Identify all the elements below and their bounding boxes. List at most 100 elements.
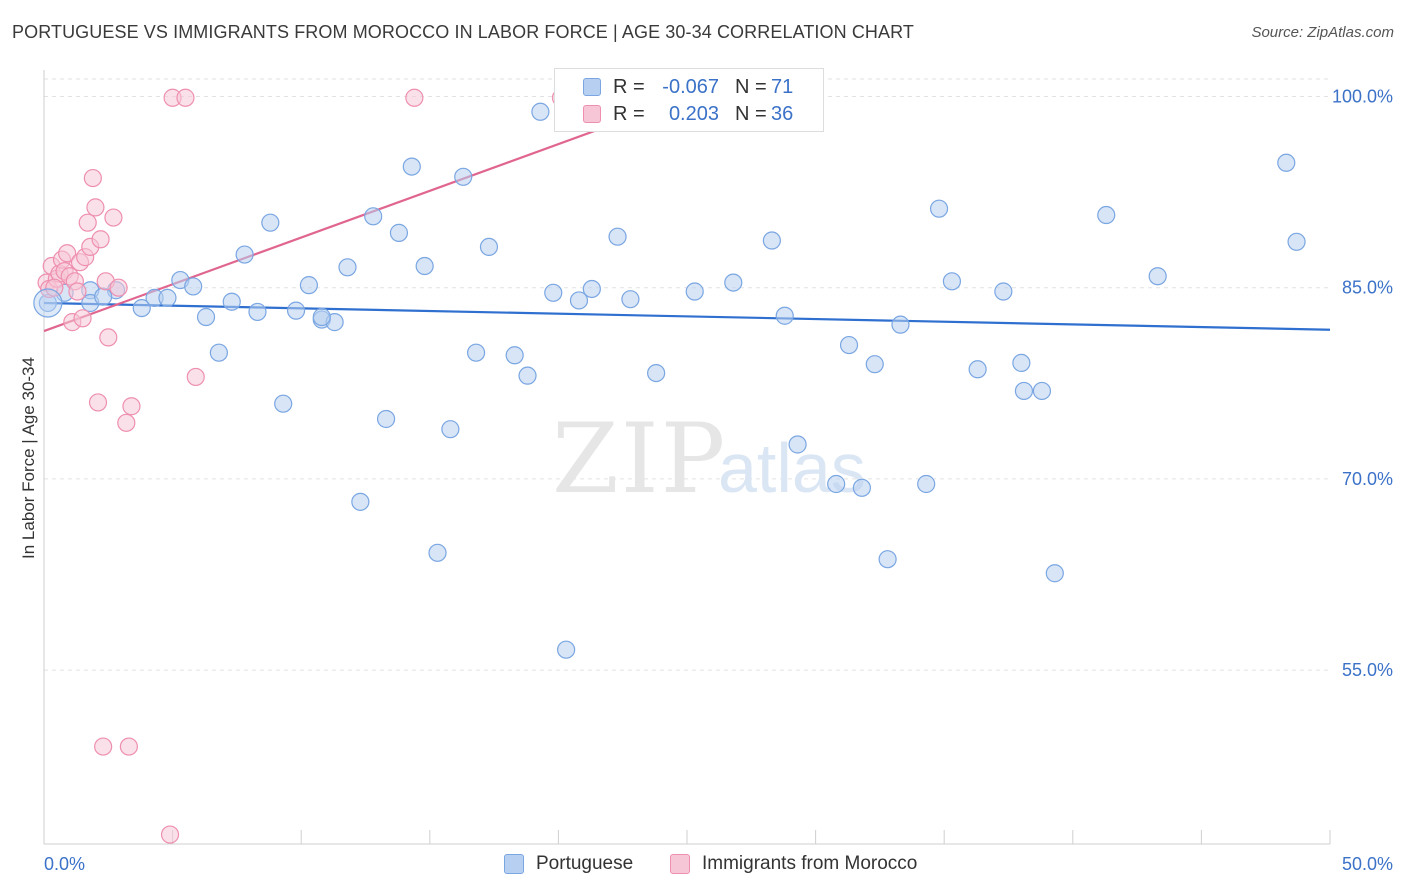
chart-title: PORTUGUESE VS IMMIGRANTS FROM MOROCCO IN… [12,22,915,42]
point-portuguese [428,543,447,562]
point-portuguese [569,291,589,310]
y-tick-label: 85.0% [1342,278,1393,298]
point-portuguese [299,276,319,295]
gridlines [44,78,1330,671]
point-portuguese [518,366,537,385]
point-portuguese [582,279,601,299]
point-portuguese [158,288,177,307]
stats-legend: R = -0.067 N = 71 R = 0.203 N = 36 [554,68,824,132]
point-morocco [86,198,105,217]
point-portuguese [621,290,640,309]
source-label: Source: ZipAtlas.com [1251,24,1394,41]
point-portuguese [917,474,936,494]
legend-r-label: R = [613,76,645,98]
point-morocco [117,413,136,432]
y-tick-label: 55.0% [1342,660,1393,680]
watermark-zip: ZIP [552,403,727,515]
point-portuguese [1287,232,1306,251]
point-portuguese [608,227,627,246]
legend-row-portuguese: R = -0.067 N = 71 [555,74,823,100]
point-portuguese [878,550,897,569]
point-portuguese [994,282,1013,301]
point-portuguese [891,315,910,334]
point-portuguese [788,435,807,454]
point-portuguese [209,343,228,362]
point-morocco [91,230,110,249]
axes [43,70,1331,845]
point-portuguese [1032,381,1052,401]
point-portuguese [1014,381,1034,401]
legend-n-label: N = [735,76,767,98]
point-portuguese [968,360,987,379]
tick-labels: 55.0% 70.0% 85.0% 100.0% 0.0% 50.0% [44,86,1393,874]
legend-swatch-blue [583,78,601,96]
x-tick-label: 50.0% [1342,854,1393,874]
point-portuguese [942,272,962,291]
point-portuguese [415,256,434,276]
y-tick-label: 100.0% [1332,86,1393,106]
point-morocco [88,393,108,412]
point-portuguese [839,335,859,355]
x-tick-label: 0.0% [44,854,85,874]
point-portuguese [454,167,473,186]
legend-r-value: -0.067 [662,76,719,98]
point-portuguese [544,283,563,302]
point-portuguese [1148,267,1167,286]
point-morocco [73,309,92,328]
point-portuguese [441,420,460,439]
point-portuguese [1012,353,1031,373]
point-portuguese [248,302,267,322]
series-legend: Portuguese Immigrants from Morocco [0,852,1406,878]
legend-swatch-morocco [670,854,690,874]
point-portuguese [466,343,486,362]
legend-swatch-portuguese [504,854,524,874]
point-portuguese [852,478,871,497]
point-portuguese [557,640,576,659]
point-morocco [119,737,138,756]
point-morocco [45,278,64,297]
point-portuguese [261,213,280,232]
point-morocco [160,825,180,844]
point-portuguese [286,301,306,320]
point-portuguese [1045,564,1064,583]
legend-r-value: 0.203 [668,103,719,125]
point-portuguese [184,277,203,296]
point-portuguese [1097,205,1116,225]
y-axis-label: In Labor Force | Age 30-34 [19,357,38,559]
legend-swatch-pink [583,105,601,123]
point-portuguese [94,287,113,306]
point-portuguese [235,245,254,264]
point-portuguese [827,474,846,494]
point-portuguese [364,207,383,226]
point-portuguese [132,298,151,318]
point-morocco [109,278,128,297]
point-portuguese [762,231,781,250]
point-morocco [186,367,205,387]
point-portuguese [647,363,666,383]
point-portuguese [338,258,357,277]
point-portuguese [865,355,884,374]
legend-n-value: 71 [771,76,794,98]
data-points [33,88,1306,844]
point-morocco [104,208,123,227]
legend-n-value: 36 [771,103,794,125]
point-portuguese [196,307,216,327]
legend-row-morocco: R = 0.203 N = 36 [555,101,823,127]
point-portuguese [351,492,370,511]
point-morocco [68,282,87,301]
point-morocco [83,168,102,188]
point-morocco [122,397,141,416]
point-portuguese [531,102,550,121]
point-morocco [58,244,77,263]
point-portuguese [775,306,794,325]
point-portuguese [1277,153,1296,172]
point-portuguese [402,157,421,176]
point-morocco [99,328,118,347]
point-morocco [78,213,97,232]
point-portuguese [389,223,409,242]
point-portuguese [685,282,704,301]
point-portuguese [274,394,293,413]
point-portuguese [312,307,331,327]
y-tick-label: 70.0% [1342,469,1393,489]
